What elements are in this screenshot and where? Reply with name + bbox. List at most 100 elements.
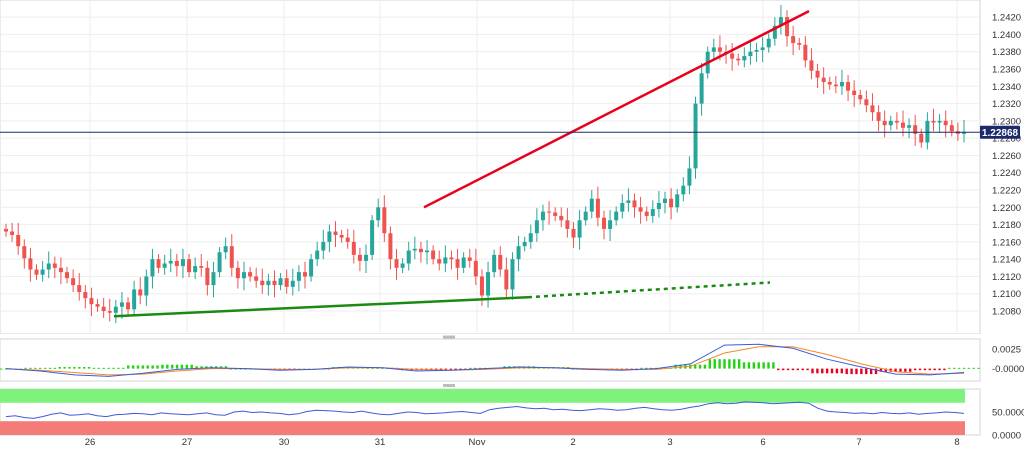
macd-histogram-bar xyxy=(752,362,756,369)
candle-body xyxy=(534,220,539,234)
candle-body xyxy=(949,125,954,132)
macd-histogram-bar xyxy=(439,368,443,370)
macd-histogram-bar xyxy=(24,367,27,369)
candle-body xyxy=(827,81,832,85)
candle-body xyxy=(900,122,905,128)
candle-body xyxy=(83,292,88,299)
candle-body xyxy=(589,198,594,212)
candle-body xyxy=(669,198,674,208)
macd-pane-frame xyxy=(0,338,981,382)
macd-histogram-bar xyxy=(723,359,726,369)
macd-histogram-bar xyxy=(0,368,3,370)
macd-histogram-bar xyxy=(131,365,135,369)
macd-histogram-bar xyxy=(371,367,374,369)
candle-body xyxy=(479,276,484,296)
rsi-tick-label: 50.0000 xyxy=(992,408,1024,419)
price-tick-label: 1.2100 xyxy=(992,289,1021,300)
candle-body xyxy=(699,73,704,104)
candle-body xyxy=(156,259,161,268)
candle-body xyxy=(437,259,442,264)
macd-histogram-bar xyxy=(92,367,96,369)
price-tick-label: 1.2260 xyxy=(992,151,1021,162)
macd-histogram-bar xyxy=(806,368,809,371)
macd-histogram-bar xyxy=(146,365,149,369)
time-tick-label: 7 xyxy=(856,437,861,447)
candle-body xyxy=(65,272,70,279)
candle-body xyxy=(809,60,814,71)
rsi-pane[interactable]: 50.0000 0.0000 xyxy=(0,388,1024,442)
macd-histogram-bar xyxy=(957,367,961,369)
pane-splitter-2[interactable] xyxy=(443,384,455,387)
macd-histogram-bar xyxy=(816,368,819,374)
macd-histogram-bar xyxy=(835,368,839,374)
macd-histogram-bar xyxy=(469,367,472,369)
candle-body xyxy=(144,276,149,296)
candle-body xyxy=(229,246,234,268)
candle-body xyxy=(876,112,881,121)
macd-histogram-bar xyxy=(107,367,110,369)
macd-histogram-bar xyxy=(679,364,682,369)
candle-body xyxy=(107,311,112,313)
candle-body xyxy=(547,211,552,213)
candle-body xyxy=(882,120,887,126)
candle-body xyxy=(864,99,869,106)
candle-body xyxy=(717,47,722,52)
candle-body xyxy=(461,257,466,268)
candle-body xyxy=(126,302,131,310)
candle-body xyxy=(119,302,124,307)
price-tick-label: 1.2380 xyxy=(992,47,1021,58)
macd-histogram-bar xyxy=(786,368,790,371)
price-pane[interactable]: 1.2420 1.2400 1.2380 1.2360 1.2340 1.2320 1.23… xyxy=(0,0,1021,335)
macd-histogram-bar xyxy=(708,359,712,369)
price-tick-label: 1.2340 xyxy=(992,82,1021,93)
candle-body xyxy=(510,259,515,290)
drag-handle-icon[interactable] xyxy=(443,335,455,339)
candle-body xyxy=(284,278,289,287)
price-tick-label: 1.2160 xyxy=(992,237,1021,248)
candle-body xyxy=(937,120,942,123)
price-tick-label: 1.2320 xyxy=(992,99,1021,110)
macd-histogram-bar xyxy=(884,368,887,372)
price-tick-label: 1.2300 xyxy=(992,116,1021,127)
candle-body xyxy=(748,51,753,57)
macd-histogram-bar xyxy=(58,367,61,369)
macd-tick-label: -0.0000 xyxy=(992,364,1024,375)
price-tick-label: 1.2420 xyxy=(992,13,1021,24)
candle-body xyxy=(858,94,863,100)
candle-body xyxy=(565,220,570,229)
candle-body xyxy=(540,211,545,221)
resistance-trendline[interactable] xyxy=(423,9,810,209)
macd-histogram-bar xyxy=(703,364,707,369)
macd-histogram-bar xyxy=(229,368,233,370)
candle-body xyxy=(815,70,820,78)
candle-body xyxy=(754,49,759,52)
macd-histogram-bar xyxy=(190,364,193,369)
rsi-axis: 50.0000 0.0000 xyxy=(992,408,1024,442)
macd-histogram-bar xyxy=(454,368,457,370)
macd-histogram-bar xyxy=(156,365,159,369)
macd-histogram-bar xyxy=(151,365,154,369)
candle-body xyxy=(559,215,564,221)
candle-body xyxy=(193,266,198,273)
candle-body xyxy=(821,77,826,82)
macd-histogram-bar xyxy=(170,364,174,369)
macd-histogram-bar xyxy=(737,359,741,369)
macd-histogram-bar xyxy=(376,367,379,369)
candle-body xyxy=(418,248,423,253)
candle-body xyxy=(583,211,588,221)
candle-body xyxy=(730,53,735,59)
support-trendline-extension[interactable] xyxy=(527,281,771,299)
macd-histogram-bar xyxy=(73,367,76,369)
candle-body xyxy=(95,304,100,307)
pane-splitter-1[interactable] xyxy=(0,334,1024,339)
macd-histogram-bar xyxy=(444,368,448,370)
macd-histogram-bar xyxy=(879,368,883,372)
drag-handle-icon[interactable] xyxy=(443,384,455,387)
macd-histogram-bar xyxy=(234,368,237,370)
macd-pane[interactable]: 0.0025 -0.0000 xyxy=(0,338,1024,382)
candle-body xyxy=(364,254,369,261)
candle-body xyxy=(931,120,936,123)
support-trendline[interactable] xyxy=(113,295,529,318)
